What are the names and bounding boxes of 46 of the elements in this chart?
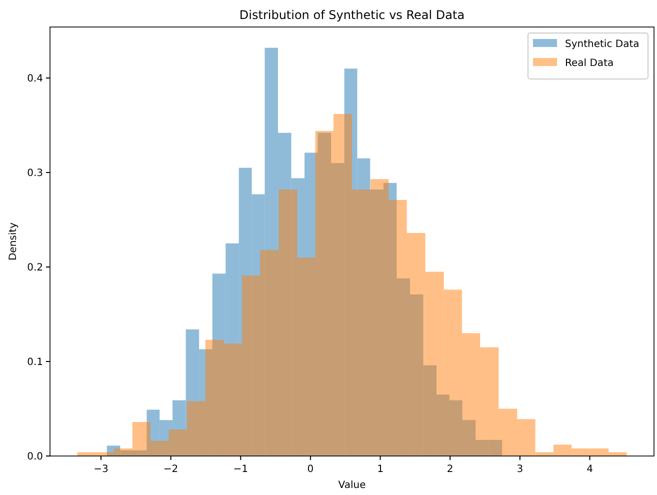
bar — [77, 452, 96, 456]
bar — [444, 290, 462, 456]
y-tick-label: 0.2 — [27, 262, 43, 274]
bar — [242, 276, 260, 456]
chart-title: Distribution of Synthetic vs Real Data — [239, 8, 465, 22]
y-tick-label: 0.1 — [27, 357, 43, 368]
y-axis-title: Density — [8, 222, 19, 261]
bar — [132, 422, 151, 456]
bar — [114, 448, 132, 456]
bar — [462, 333, 480, 456]
bar — [572, 448, 590, 456]
bar — [406, 232, 426, 456]
bar — [370, 179, 389, 456]
bar — [186, 401, 206, 456]
bar — [168, 430, 187, 456]
x-tick-label: −3 — [94, 464, 108, 475]
bar — [150, 440, 169, 456]
bar — [535, 452, 554, 456]
y-tick-label: 0.4 — [27, 74, 43, 85]
bar — [498, 408, 518, 456]
x-tick-label: 1 — [377, 464, 384, 475]
bar — [608, 452, 627, 456]
x-tick-label: 3 — [516, 464, 524, 475]
bar — [278, 190, 298, 456]
x-tick-label: −2 — [163, 464, 178, 475]
bar — [224, 344, 242, 456]
legend-label: Real Data — [565, 58, 614, 69]
bar — [553, 444, 572, 456]
x-tick-label: 2 — [446, 464, 454, 475]
bar — [388, 200, 407, 456]
bar — [95, 452, 114, 456]
bar — [590, 448, 609, 456]
x-tick-label: 4 — [586, 464, 593, 475]
y-tick-label: 0.3 — [27, 168, 43, 180]
y-tick-label: 0.0 — [27, 452, 43, 462]
x-tick-label: −1 — [233, 464, 248, 475]
legend-label: Synthetic Data — [565, 39, 640, 50]
bar — [480, 347, 499, 456]
x-tick-label: 0 — [307, 464, 314, 475]
bar — [517, 419, 536, 456]
bar — [205, 340, 224, 456]
bar — [260, 250, 279, 456]
bar — [352, 190, 371, 456]
x-axis-title: Value — [338, 480, 366, 491]
bar — [425, 272, 444, 456]
bar — [297, 258, 316, 456]
